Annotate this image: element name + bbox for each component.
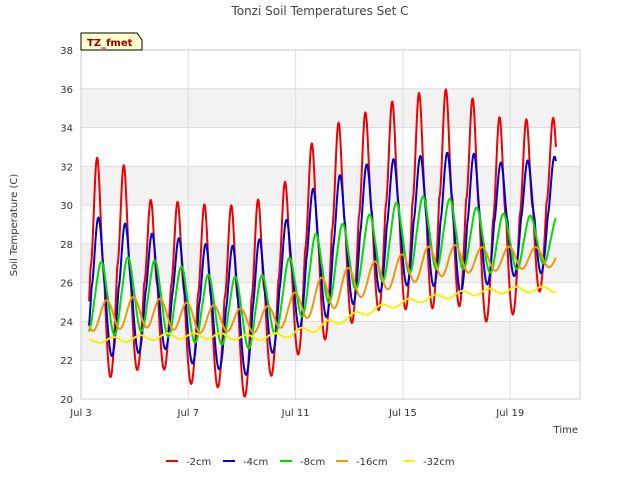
y-tick-label: 20 bbox=[60, 395, 73, 406]
y-axis-tick-labels: 20 22 24 26 28 30 32 34 36 38 bbox=[60, 46, 73, 406]
series-lines bbox=[88, 88, 557, 398]
legend-item: -2cm bbox=[166, 457, 211, 468]
x-tick-label: Jul 11 bbox=[281, 408, 310, 419]
legend-label: -4cm bbox=[243, 457, 268, 468]
chart-title: Tonzi Soil Temperatures Set C bbox=[230, 4, 408, 18]
legend: -2cm -4cm -8cm -16cm -32cm bbox=[166, 457, 455, 468]
legend-label: -32cm bbox=[423, 457, 455, 468]
series-line-4cm bbox=[88, 151, 557, 376]
y-tick-label: 28 bbox=[60, 240, 73, 251]
legend-label: -2cm bbox=[186, 457, 211, 468]
y-tick-label: 30 bbox=[60, 201, 73, 212]
legend-item: -32cm bbox=[403, 457, 455, 468]
grid-band bbox=[81, 88, 580, 128]
y-tick-label: 36 bbox=[60, 85, 73, 96]
y-tick-label: 26 bbox=[60, 279, 73, 290]
y-tick-label: 24 bbox=[60, 317, 73, 328]
legend-label: -16cm bbox=[356, 457, 388, 468]
legend-label: -8cm bbox=[300, 457, 325, 468]
grid-band bbox=[81, 321, 580, 361]
x-tick-label: Jul 19 bbox=[495, 408, 524, 419]
x-tick-label: Jul 3 bbox=[69, 408, 92, 419]
y-tick-label: 32 bbox=[60, 162, 73, 173]
x-axis-tick-labels: Jul 3 Jul 7 Jul 11 Jul 15 Jul 19 bbox=[69, 408, 524, 419]
plot-area-frame bbox=[80, 49, 581, 400]
series-line-8cm bbox=[88, 195, 557, 350]
x-tick-label: Jul 7 bbox=[177, 408, 200, 419]
site-badge-label: TZ_fmet bbox=[87, 38, 133, 49]
legend-item: -16cm bbox=[336, 457, 388, 468]
series-line-16cm bbox=[88, 244, 557, 334]
site-badge: TZ_fmet bbox=[80, 32, 143, 51]
series-line-32cm bbox=[88, 285, 557, 344]
y-tick-label: 38 bbox=[60, 46, 73, 57]
legend-item: -4cm bbox=[223, 457, 268, 468]
y-axis-title: Soil Temperature (C) bbox=[9, 174, 20, 277]
x-tick-label: Jul 15 bbox=[388, 408, 417, 419]
y-tick-label: 34 bbox=[60, 124, 73, 135]
x-axis-title: Time bbox=[553, 425, 578, 436]
legend-item: -8cm bbox=[280, 457, 325, 468]
y-tick-label: 22 bbox=[60, 356, 73, 367]
site-badge-box bbox=[80, 32, 143, 51]
